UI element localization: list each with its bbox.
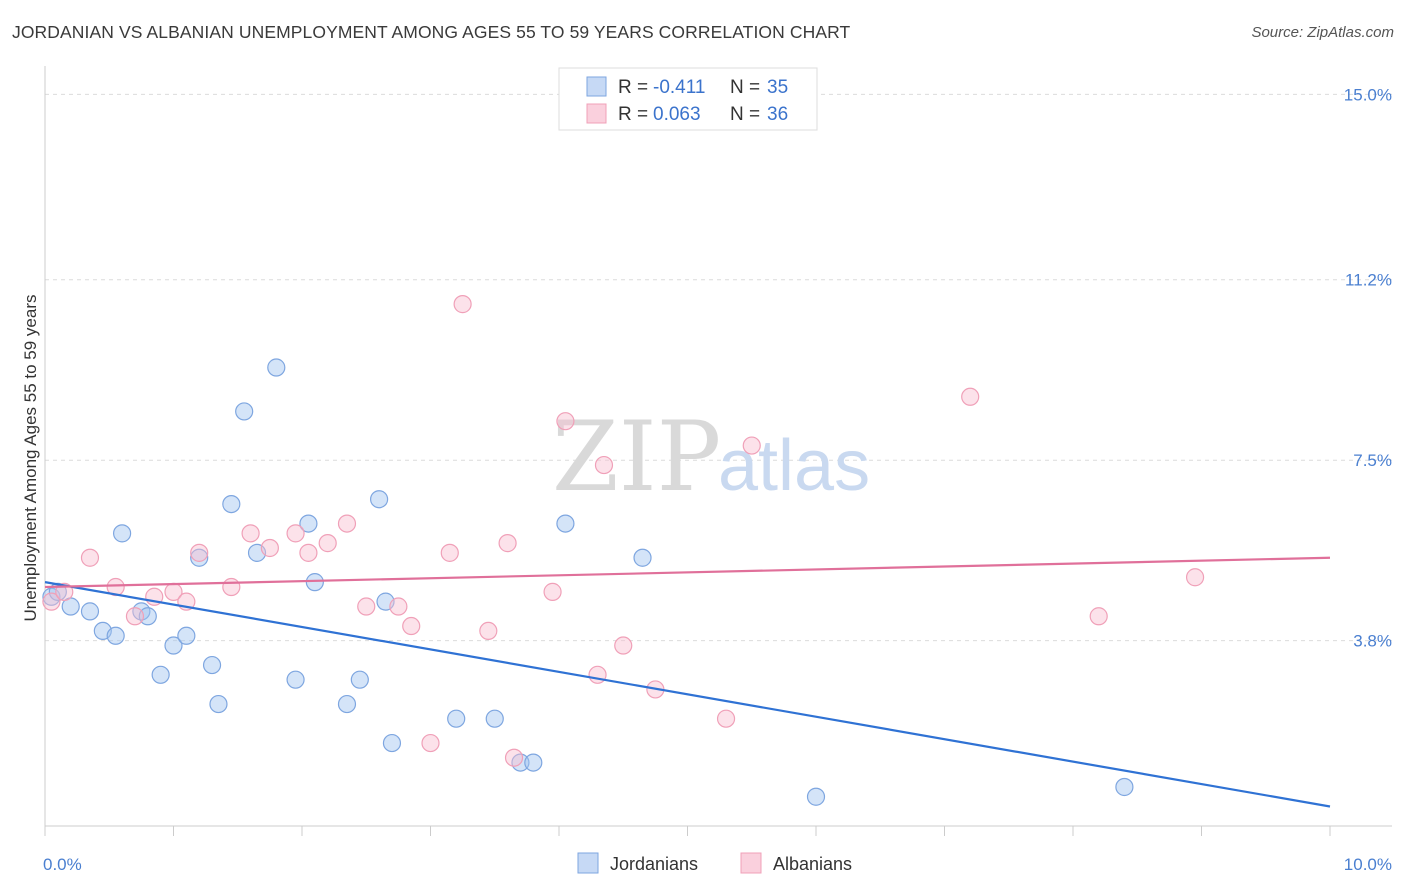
point-jordanians-21 bbox=[337, 694, 357, 714]
point-jordanians-5 bbox=[112, 524, 132, 543]
x-tick-label-0: 0.0% bbox=[43, 855, 82, 874]
point-jordanians-29 bbox=[524, 753, 543, 772]
legend-r-label-1: R = bbox=[618, 77, 648, 98]
point-albanians-24 bbox=[504, 748, 524, 767]
point-jordanians-22 bbox=[350, 670, 369, 689]
bottom-legend-albanians: Albanians bbox=[773, 854, 852, 874]
point-albanians-0 bbox=[42, 592, 61, 611]
point-albanians-17 bbox=[389, 597, 408, 616]
point-jordanians-17 bbox=[267, 358, 286, 377]
point-albanians-13 bbox=[299, 543, 318, 562]
trend-line-albanians bbox=[44, 556, 1331, 589]
y-tick-label-1: 7.5% bbox=[1353, 451, 1392, 470]
bottom-legend-swatch-jordanians bbox=[577, 852, 599, 874]
point-jordanians-15 bbox=[235, 402, 254, 421]
bottom-legend-jordanians: Jordanians bbox=[610, 854, 698, 874]
legend-swatch-albanians bbox=[586, 103, 607, 124]
point-albanians-10 bbox=[241, 524, 260, 543]
point-albanians-19 bbox=[421, 733, 440, 753]
legend-r-label-2: R = bbox=[618, 104, 648, 125]
point-jordanians-32 bbox=[806, 787, 826, 806]
point-jordanians-27 bbox=[485, 709, 504, 728]
point-albanians-25 bbox=[543, 582, 562, 601]
x-tick-label-1: 10.0% bbox=[1344, 855, 1392, 874]
point-albanians-15 bbox=[337, 514, 357, 533]
trend-line-jordanians bbox=[44, 581, 1331, 808]
point-jordanians-13 bbox=[209, 694, 228, 714]
point-albanians-20 bbox=[440, 543, 459, 562]
bottom-legend: Jordanians Albanians bbox=[577, 852, 852, 874]
y-axis-label: Unemployment Among Ages 55 to 59 years bbox=[21, 295, 40, 622]
point-jordanians-30 bbox=[556, 514, 575, 533]
point-jordanians-26 bbox=[447, 709, 466, 728]
legend-r-value-2: 0.063 bbox=[653, 104, 701, 125]
point-jordanians-23 bbox=[370, 490, 389, 509]
point-jordanians-2 bbox=[80, 602, 100, 621]
point-jordanians-18 bbox=[286, 670, 305, 689]
point-albanians-28 bbox=[594, 455, 614, 475]
point-albanians-33 bbox=[961, 387, 980, 406]
point-jordanians-8 bbox=[151, 665, 170, 684]
point-jordanians-9 bbox=[164, 636, 183, 655]
source-label: Source: ZipAtlas.com bbox=[1251, 24, 1394, 41]
point-jordanians-31 bbox=[633, 548, 652, 567]
axes bbox=[44, 66, 1392, 836]
point-albanians-32 bbox=[742, 436, 761, 455]
point-jordanians-25 bbox=[382, 733, 402, 753]
chart-title: JORDANIAN VS ALBANIAN UNEMPLOYMENT AMONG… bbox=[12, 22, 851, 42]
point-albanians-35 bbox=[1185, 568, 1205, 587]
point-albanians-12 bbox=[286, 524, 305, 543]
point-jordanians-20 bbox=[305, 573, 324, 592]
top-legend: R = -0.411 N = 35 R = 0.063 N = 36 bbox=[558, 67, 818, 131]
point-jordanians-19 bbox=[299, 514, 318, 533]
y-tick-label-2: 11.2% bbox=[1345, 271, 1392, 290]
point-jordanians-7 bbox=[138, 607, 157, 626]
legend-r-value-1: -0.411 bbox=[653, 77, 705, 98]
point-jordanians-10 bbox=[177, 626, 196, 645]
watermark-zip: ZIP bbox=[552, 401, 721, 513]
x-tick-labels: 0.0% 10.0% bbox=[43, 855, 1392, 874]
legend-n-value-1: 35 bbox=[767, 77, 788, 98]
y-tick-label-0: 3.8% bbox=[1353, 632, 1392, 651]
point-albanians-34 bbox=[1089, 607, 1108, 626]
point-jordanians-33 bbox=[1115, 777, 1134, 797]
point-albanians-2 bbox=[80, 548, 100, 567]
legend-n-label-1: N = bbox=[730, 77, 760, 98]
point-albanians-22 bbox=[479, 621, 498, 641]
point-jordanians-4 bbox=[106, 626, 125, 645]
point-albanians-26 bbox=[556, 412, 575, 431]
point-albanians-31 bbox=[716, 709, 736, 728]
trend-lines bbox=[44, 556, 1331, 808]
point-albanians-23 bbox=[498, 534, 517, 553]
point-albanians-21 bbox=[453, 295, 472, 314]
point-albanians-14 bbox=[318, 534, 337, 553]
legend-n-label-2: N = bbox=[730, 104, 760, 125]
legend-swatch-jordanians bbox=[586, 76, 607, 97]
watermark-atlas: atlas bbox=[718, 426, 870, 506]
legend-n-value-2: 36 bbox=[767, 104, 788, 125]
point-albanians-4 bbox=[125, 607, 145, 626]
point-jordanians-12 bbox=[202, 655, 222, 675]
data-points bbox=[42, 295, 1205, 806]
gridlines bbox=[45, 93, 1392, 642]
point-albanians-8 bbox=[190, 543, 209, 562]
point-jordanians-14 bbox=[222, 494, 241, 514]
point-albanians-18 bbox=[402, 616, 421, 636]
point-albanians-11 bbox=[260, 538, 279, 558]
y-tick-label-3: 15.0% bbox=[1344, 85, 1392, 104]
point-albanians-9 bbox=[222, 577, 241, 597]
point-jordanians-11 bbox=[190, 548, 209, 567]
point-albanians-29 bbox=[614, 636, 633, 655]
bottom-legend-swatch-albanians bbox=[740, 852, 762, 874]
y-tick-labels: 3.8% 7.5% 11.2% 15.0% bbox=[1344, 85, 1392, 650]
point-albanians-16 bbox=[357, 597, 376, 616]
